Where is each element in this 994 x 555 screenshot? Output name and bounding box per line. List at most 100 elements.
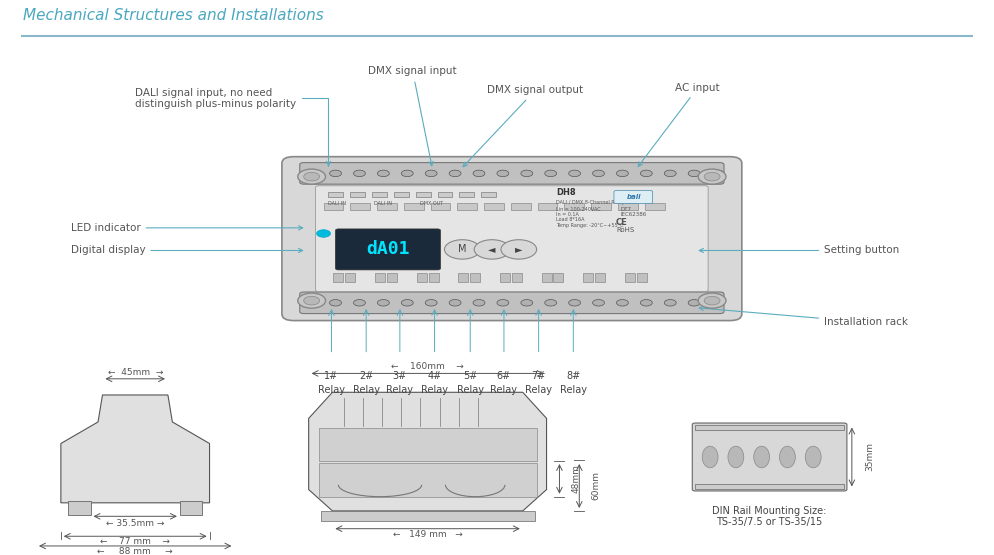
Circle shape [330,300,342,306]
Bar [542,273,552,282]
Bar [319,463,537,497]
Bar [625,273,635,282]
Bar [394,191,409,197]
Text: 3#: 3# [393,371,407,381]
Circle shape [698,169,726,184]
Text: dA01: dA01 [366,240,410,259]
Circle shape [704,296,720,305]
Text: DALI / DMX 8-Channel Relay Unit: DALI / DMX 8-Channel Relay Unit [557,200,636,205]
Circle shape [497,300,509,306]
Bar [404,203,423,210]
Circle shape [354,300,366,306]
Circle shape [664,300,676,306]
FancyBboxPatch shape [300,292,724,314]
FancyBboxPatch shape [614,190,653,204]
Circle shape [640,170,652,176]
Text: ←     88 mm     →: ← 88 mm → [97,547,173,555]
Text: Installation rack: Installation rack [699,306,909,327]
Circle shape [449,170,461,176]
Bar [458,273,468,282]
Bar [69,501,90,514]
Text: 35mm: 35mm [865,442,874,472]
Circle shape [616,170,628,176]
Text: DMX signal output: DMX signal output [463,85,583,166]
Bar [323,203,343,210]
Text: Relay: Relay [560,385,586,395]
Text: ←  45mm  →: ← 45mm → [107,368,163,377]
Text: Digital display: Digital display [71,245,302,255]
Circle shape [304,172,320,181]
Circle shape [444,240,480,259]
Circle shape [317,230,330,238]
Circle shape [304,296,320,305]
Circle shape [378,170,390,176]
Text: DMX OUT: DMX OUT [419,201,442,206]
Bar [565,203,584,210]
Text: 8#: 8# [567,371,580,381]
Bar [512,273,522,282]
Circle shape [616,300,628,306]
Text: Relay: Relay [353,385,380,395]
Text: DIN Rail Mounting Size:: DIN Rail Mounting Size: [713,506,827,516]
Text: Relay: Relay [421,385,448,395]
Polygon shape [61,395,210,503]
Bar [350,203,370,210]
Text: 1#: 1# [324,371,339,381]
Text: Relay: Relay [387,385,414,395]
Text: LED indicator: LED indicator [71,223,302,233]
Circle shape [592,300,604,306]
Text: ◄: ◄ [488,244,496,254]
Circle shape [664,170,676,176]
FancyBboxPatch shape [335,229,440,270]
Text: IEC62386: IEC62386 [621,212,647,217]
Circle shape [298,293,325,308]
Ellipse shape [702,446,718,468]
Text: Relay: Relay [490,385,518,395]
Bar [350,191,365,197]
Bar [484,203,504,210]
Text: ←    77 mm    →: ← 77 mm → [100,537,170,546]
Text: Load 8*16A: Load 8*16A [557,218,585,223]
Circle shape [298,169,325,184]
Text: bali: bali [626,194,641,200]
Bar [416,273,426,282]
Text: M: M [458,244,466,254]
Bar [375,273,385,282]
Bar [591,203,611,210]
Bar [428,273,438,282]
Circle shape [704,172,720,181]
Circle shape [473,170,485,176]
Text: 6#: 6# [497,371,511,381]
Circle shape [640,300,652,306]
Circle shape [425,170,437,176]
Bar [637,273,647,282]
Bar [387,273,397,282]
Text: Setting button: Setting button [699,245,900,255]
Text: DALI IN: DALI IN [328,201,347,206]
Text: DH8: DH8 [557,189,577,198]
Bar [500,273,510,282]
Bar [345,273,355,282]
Circle shape [497,170,509,176]
Bar [538,203,558,210]
Bar [377,203,397,210]
Text: 2#: 2# [359,371,374,381]
Ellipse shape [728,446,744,468]
Bar [618,203,638,210]
Ellipse shape [805,446,821,468]
Bar [695,425,844,430]
Circle shape [521,170,533,176]
Bar [328,191,343,197]
Text: TS-35/7.5 or TS-35/15: TS-35/7.5 or TS-35/15 [717,517,823,527]
Circle shape [402,170,414,176]
Text: 48mm: 48mm [572,465,580,493]
Circle shape [354,170,366,176]
Bar [595,273,605,282]
Bar [554,273,564,282]
Circle shape [330,170,342,176]
Bar [415,191,430,197]
Text: DMX signal input: DMX signal input [369,67,457,166]
Bar [457,203,477,210]
Bar [319,428,537,461]
Bar [320,511,535,521]
